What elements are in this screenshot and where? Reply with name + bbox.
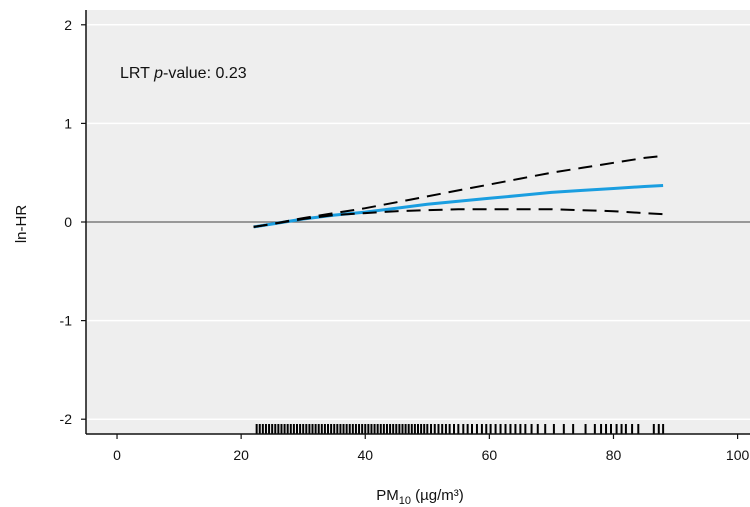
series-upper-ci bbox=[253, 154, 664, 228]
annotation-lrt-pvalue: LRT p-value: 0.23 bbox=[120, 65, 247, 82]
x-tick-label: 0 bbox=[113, 447, 121, 463]
y-axis: 2 1 0 -1 -2 bbox=[60, 10, 87, 434]
series-lines bbox=[253, 154, 664, 229]
x-tick-label: 100 bbox=[726, 447, 750, 463]
y-tick-label: 2 bbox=[64, 17, 72, 33]
x-axis-title-units: (µg/m³) bbox=[411, 487, 464, 504]
series-estimate bbox=[253, 184, 664, 229]
series-lower-ci bbox=[253, 208, 664, 228]
x-tick-label: 40 bbox=[357, 447, 373, 463]
annotation-prefix: LRT bbox=[120, 65, 154, 82]
x-tick-label: 20 bbox=[233, 447, 249, 463]
x-axis-title-main: PM bbox=[376, 487, 399, 504]
annotation-suffix: -value: 0.23 bbox=[163, 65, 247, 82]
x-tick-label: 60 bbox=[482, 447, 498, 463]
x-axis-title: PM10 (µg/m³) bbox=[376, 487, 464, 507]
x-axis: 0 20 40 60 80 100 bbox=[86, 433, 750, 463]
x-tick-label: 80 bbox=[606, 447, 622, 463]
y-tick-label: -1 bbox=[60, 313, 73, 329]
y-axis-title: ln-HR bbox=[13, 205, 30, 244]
gridlines bbox=[86, 24, 750, 420]
y-tick-label: -2 bbox=[60, 411, 73, 427]
annotation-italic-p: p bbox=[153, 65, 163, 82]
rug-marks bbox=[255, 424, 665, 434]
x-axis-title-subscript: 10 bbox=[399, 495, 411, 507]
y-tick-label: 0 bbox=[64, 214, 72, 230]
y-tick-label: 1 bbox=[64, 115, 72, 131]
